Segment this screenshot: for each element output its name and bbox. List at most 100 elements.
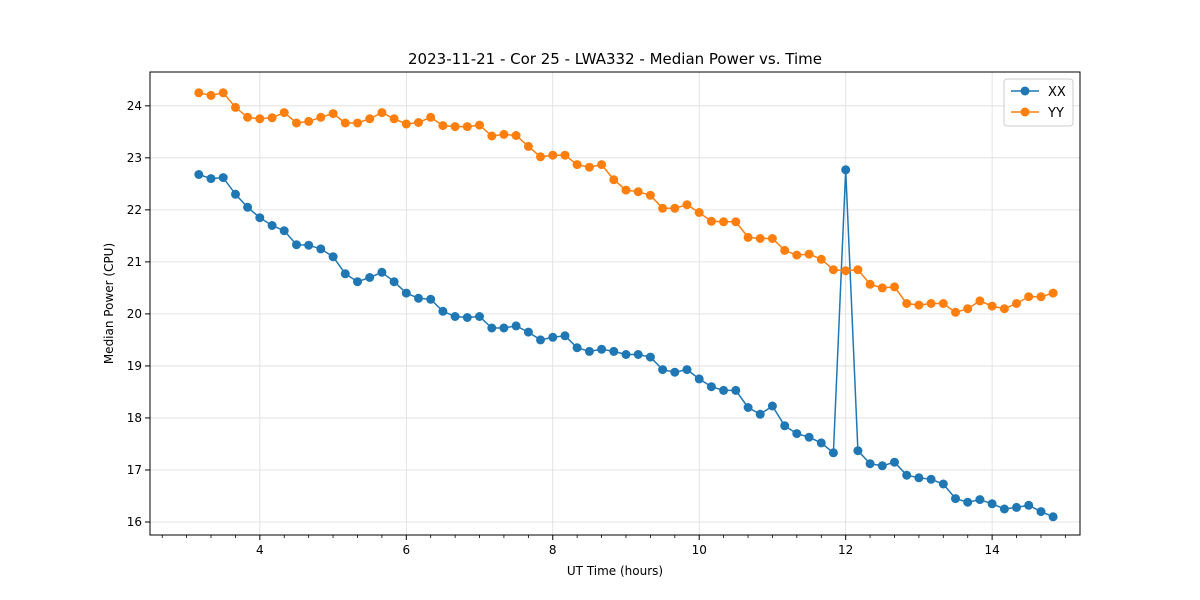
- axis-ticks: 4 6 8 10 12 14 16 17 18 19 20 21 22 23 24: [127, 99, 1066, 557]
- y-tick-label: 16: [127, 515, 142, 529]
- data-point-xx: [767, 401, 777, 411]
- x-tick-label: 4: [256, 543, 264, 557]
- y-tick-label: 19: [127, 359, 142, 373]
- data-point-xx: [1024, 500, 1034, 510]
- data-point-yy: [828, 265, 838, 275]
- data-point-xx: [755, 409, 765, 419]
- data-point-yy: [865, 279, 875, 289]
- data-point-xx: [694, 374, 704, 384]
- data-point-yy: [292, 118, 301, 128]
- data-point-yy: [353, 118, 362, 128]
- data-point-xx: [1012, 502, 1021, 512]
- data-point-yy: [316, 112, 326, 122]
- data-point-yy: [963, 304, 973, 314]
- x-tick-label: 8: [549, 543, 557, 557]
- data-point-xx: [316, 244, 326, 254]
- x-tick-label: 12: [838, 543, 853, 557]
- data-point-yy: [462, 122, 472, 132]
- data-point-xx: [426, 294, 436, 304]
- data-point-xx: [926, 474, 936, 484]
- data-point-xx: [267, 221, 277, 230]
- data-point-xx: [743, 403, 753, 412]
- data-point-xx: [292, 240, 301, 250]
- data-point-yy: [426, 112, 436, 122]
- data-point-yy: [706, 216, 716, 226]
- data-point-xx: [414, 293, 423, 303]
- data-point-yy: [780, 245, 790, 255]
- data-point-yy: [938, 299, 948, 308]
- legend-marker-xx: [1020, 86, 1030, 96]
- data-point-yy: [853, 265, 863, 275]
- data-point-yy: [987, 301, 997, 311]
- data-point-xx: [511, 321, 521, 331]
- data-point-xx: [938, 479, 948, 489]
- data-point-xx: [865, 459, 875, 469]
- data-point-yy: [999, 304, 1009, 314]
- data-point-yy: [719, 217, 729, 227]
- data-point-yy: [767, 234, 777, 243]
- data-point-yy: [499, 129, 509, 139]
- chart-title: 2023-11-21 - Cor 25 - LWA332 - Median Po…: [408, 50, 822, 68]
- y-tick-label: 22: [127, 203, 142, 217]
- data-point-yy: [560, 150, 570, 160]
- data-point-yy: [597, 160, 607, 170]
- y-tick-label: 18: [127, 411, 142, 425]
- data-point-yy: [340, 118, 350, 128]
- x-tick-label: 10: [692, 543, 707, 557]
- data-point-xx: [1036, 507, 1046, 517]
- data-point-xx: [902, 470, 912, 480]
- data-point-yy: [682, 200, 692, 210]
- data-point-yy: [572, 160, 582, 170]
- data-point-yy: [584, 162, 594, 172]
- data-point-yy: [365, 114, 375, 124]
- data-point-yy: [523, 141, 533, 151]
- data-point-xx: [218, 173, 228, 183]
- y-tick-label: 24: [127, 99, 142, 113]
- data-point-xx: [389, 277, 399, 287]
- data-point-xx: [597, 344, 607, 354]
- data-point-yy: [792, 250, 802, 260]
- data-point-yy: [267, 113, 277, 123]
- data-point-yy: [487, 131, 497, 141]
- data-point-yy: [218, 88, 228, 98]
- data-point-yy: [841, 266, 851, 276]
- data-point-yy: [450, 122, 460, 132]
- data-point-xx: [328, 252, 338, 262]
- data-point-xx: [353, 277, 362, 287]
- data-point-xx: [975, 495, 985, 505]
- y-axis-label: Median Power (CPU): [102, 243, 116, 364]
- data-point-yy: [389, 114, 399, 124]
- data-point-xx: [572, 343, 582, 353]
- data-point-yy: [975, 296, 985, 306]
- data-point-yy: [951, 307, 960, 317]
- data-point-yy: [304, 116, 314, 126]
- plot-area-frame: [149, 71, 1081, 536]
- data-point-xx: [621, 350, 631, 359]
- data-point-xx: [658, 365, 668, 375]
- data-point-yy: [1024, 292, 1034, 302]
- data-point-xx: [828, 448, 838, 458]
- data-point-yy: [1048, 288, 1058, 298]
- data-point-xx: [401, 288, 411, 298]
- data-point-xx: [340, 269, 350, 279]
- data-point-yy: [645, 190, 655, 200]
- data-point-yy: [255, 114, 265, 124]
- data-point-yy: [658, 203, 668, 213]
- data-point-xx: [706, 382, 716, 392]
- data-point-xx: [243, 202, 253, 212]
- legend-label-yy: YY: [1047, 106, 1064, 121]
- data-point-yy: [877, 283, 887, 293]
- grid: [150, 72, 1080, 535]
- data-point-xx: [890, 457, 899, 467]
- data-point-xx: [963, 497, 973, 507]
- data-point-xx: [475, 312, 484, 321]
- data-point-xx: [719, 385, 729, 395]
- data-point-xx: [462, 313, 472, 322]
- data-point-xx: [377, 267, 387, 277]
- data-point-xx: [365, 273, 375, 282]
- data-point-xx: [1048, 512, 1058, 522]
- data-point-xx: [841, 165, 851, 175]
- data-point-xx: [999, 504, 1009, 514]
- data-point-yy: [206, 90, 216, 100]
- data-point-yy: [926, 299, 936, 308]
